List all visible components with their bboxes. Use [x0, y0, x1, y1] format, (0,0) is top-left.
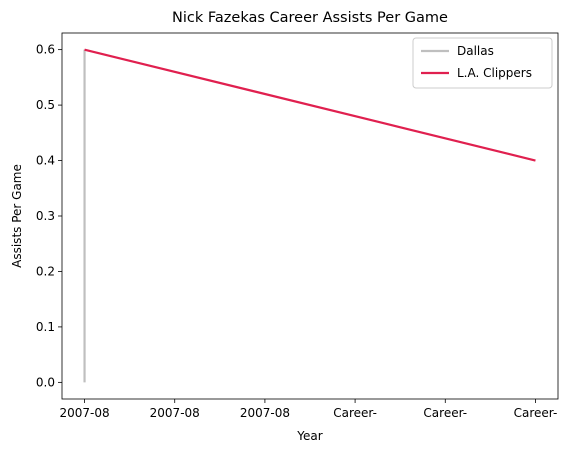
x-tick-label: Career- — [333, 406, 377, 420]
y-axis-label: Assists Per Game — [10, 164, 24, 268]
y-tick-label: 0.2 — [36, 264, 55, 278]
x-tick-label: 2007-08 — [150, 406, 200, 420]
y-tick-label: 0.6 — [36, 43, 55, 57]
y-tick-label: 0.5 — [36, 98, 55, 112]
y-tick-label: 0.0 — [36, 375, 55, 389]
x-tick-label: Career- — [514, 406, 558, 420]
y-axis-ticks: 0.0 0.1 0.2 0.3 0.4 0.5 0.6 — [36, 43, 62, 389]
legend-label: L.A. Clippers — [457, 66, 532, 80]
plot-background — [62, 33, 558, 399]
y-tick-label: 0.1 — [36, 320, 55, 334]
x-axis-ticks: 2007-08 2007-08 2007-08 Career- Career- Caree… — [59, 399, 557, 420]
plot-area — [62, 33, 558, 399]
x-tick-label: 2007-08 — [59, 406, 109, 420]
y-tick-label: 0.3 — [36, 209, 55, 223]
legend: Dallas L.A. Clippers — [412, 37, 553, 89]
legend-label: Dallas — [457, 44, 494, 58]
series-line-2 — [84, 48, 536, 162]
x-tick-label: Career- — [423, 406, 467, 420]
y-tick-label: 0.4 — [36, 154, 55, 168]
x-tick-label: 2007-08 — [240, 406, 290, 420]
chart-title: Nick Fazekas Career Assists Per Game — [172, 10, 448, 26]
series-layer — [83, 48, 536, 383]
x-axis-label: Year — [296, 429, 322, 443]
